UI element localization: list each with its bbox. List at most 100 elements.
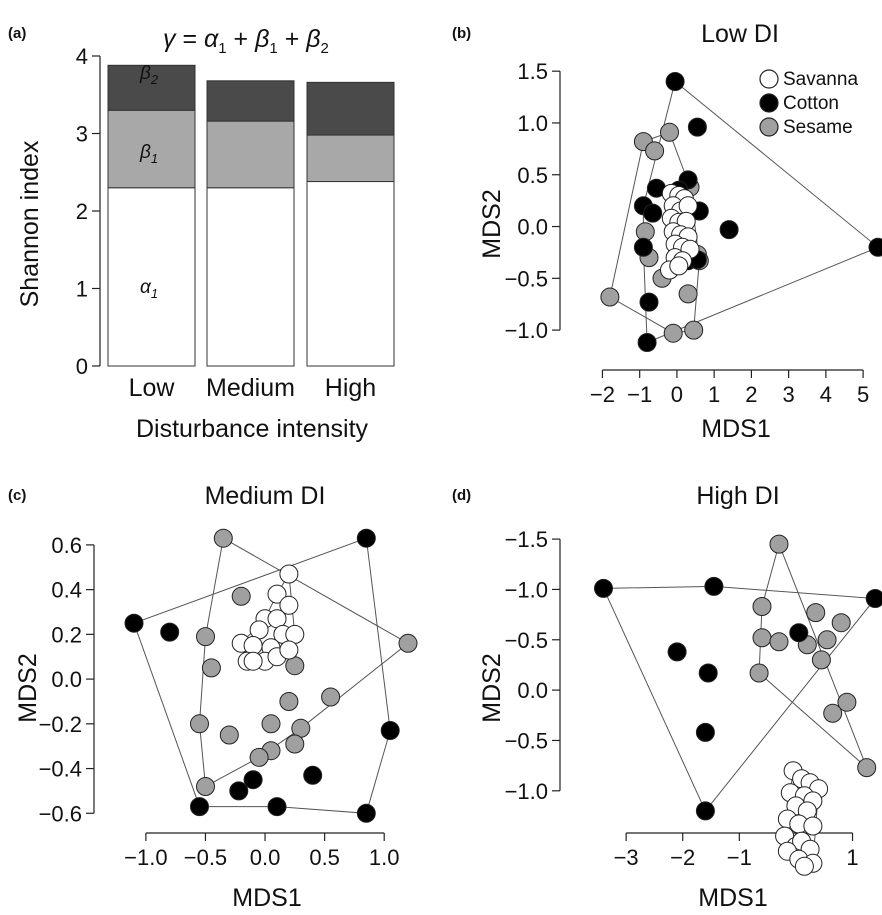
point-cotton	[637, 333, 657, 352]
legend-cotton-label: Cotton	[783, 93, 839, 114]
y-tick-label: 0	[76, 354, 88, 379]
y-tick-label: 4	[76, 44, 88, 69]
alpha1-segment-label: α1	[140, 277, 158, 301]
point-cotton	[356, 528, 376, 548]
x-tick-label: 2	[745, 382, 757, 407]
point-savanna	[279, 595, 299, 615]
panel-a-y-axis-label: Shannon index	[16, 140, 44, 307]
y-tick-label: 0.4	[51, 578, 82, 603]
y-tick-label: 1.0	[517, 111, 548, 136]
panel-d-x-axis-label: MDS1	[698, 884, 767, 912]
panel-a-bar-chart: (a) γ = α1 + β1 + β2 Shannon index Distu…	[8, 25, 395, 443]
x-tick-label: 1	[846, 845, 858, 870]
legend-savanna-label: Savanna	[783, 69, 858, 90]
panel-b-scatter: (b) Low DI MDS2 MDS1 −1.0 −0.5 0.0 0.5 1.0 1.…	[452, 20, 882, 443]
y-tick-label: 0.0	[517, 678, 548, 703]
panel-b-label: (b)	[452, 25, 471, 42]
x-tick-label: −3	[614, 845, 639, 870]
point-cotton	[667, 642, 687, 662]
point-sesame	[831, 613, 851, 633]
panel-c-label: (c)	[8, 487, 26, 504]
panel-b-x-axis-label: MDS1	[701, 415, 770, 443]
point-sesame	[201, 658, 221, 678]
gamma-symbol: γ	[163, 25, 177, 53]
point-savanna	[267, 584, 287, 604]
equals-sign: =	[176, 25, 205, 53]
panel-a-x-axis-label: Disturbance intensity	[136, 415, 369, 443]
panel-a-segment-labels: β2 β1 α1	[139, 63, 159, 301]
bar-high-segment-3	[306, 81, 395, 136]
beta1-symbol: β	[254, 25, 269, 53]
y-tick-label: 3	[76, 122, 88, 147]
y-tick-label: −0.5	[505, 728, 548, 753]
legend-cotton-marker	[759, 93, 779, 113]
x-tick-label: −2	[670, 845, 695, 870]
x-tick-label: −1	[627, 382, 652, 407]
point-sesame	[219, 725, 239, 745]
legend-sesame-marker	[759, 117, 779, 137]
x-tick-label: −1	[727, 845, 752, 870]
y-tick-label: −0.6	[39, 801, 82, 826]
y-tick-label: 0.2	[51, 622, 82, 647]
point-sesame	[398, 633, 418, 653]
point-cotton	[704, 576, 724, 596]
point-sesame	[213, 528, 233, 548]
point-sesame	[678, 284, 698, 304]
point-cotton	[789, 623, 809, 643]
point-cotton	[229, 781, 249, 801]
bar-medium-segment-3	[206, 80, 295, 122]
point-cotton	[267, 797, 287, 817]
point-cotton	[695, 801, 715, 821]
point-cotton	[698, 663, 718, 683]
panel-d-plot-area: −1.5−1.0−0.50.0−0.5−1.0−3−2−101	[505, 527, 882, 876]
alpha-symbol: α	[204, 25, 219, 53]
point-sesame	[857, 758, 877, 778]
x-tick-label: −2	[590, 382, 615, 407]
point-sesame	[769, 632, 789, 652]
legend-sesame-label: Sesame	[783, 117, 853, 138]
point-sesame	[600, 287, 620, 307]
point-sesame	[660, 122, 679, 142]
point-cotton	[868, 237, 882, 257]
y-tick-label: 1.5	[517, 59, 548, 84]
bar-high-segment-2	[306, 134, 395, 183]
panel-a-title-formula: γ = α1 + β1 + β2	[163, 25, 329, 57]
y-tick-label: −0.5	[505, 628, 548, 653]
point-cotton	[687, 117, 707, 137]
x-tick-label: −0.5	[184, 845, 227, 870]
y-tick-label: −1.0	[505, 779, 548, 804]
point-cotton	[639, 292, 659, 312]
point-cotton	[356, 803, 376, 823]
point-sesame	[749, 663, 769, 683]
panel-d-scatter: (d) High DI MDS2 MDS1 −1.5 −1.0 −0.5 0.0 −0.…	[452, 482, 882, 912]
point-cotton	[695, 722, 715, 742]
beta1-subscript: 1	[269, 40, 277, 57]
alpha-subscript: 1	[218, 40, 226, 57]
beta2-segment-label: β2	[139, 63, 159, 87]
x-tick-label: 5	[857, 382, 869, 407]
point-sesame	[817, 630, 837, 650]
beta2-symbol: β	[305, 25, 320, 53]
x-tick-label: 3	[783, 382, 795, 407]
panel-c-x-axis-label: MDS1	[232, 884, 301, 912]
legend-savanna-marker	[759, 69, 779, 89]
bar-medium-segment-2	[206, 120, 295, 189]
panel-b-y-axis-label: MDS2	[478, 189, 506, 258]
x-tick-label: −1.0	[124, 845, 167, 870]
panel-a-bars	[107, 64, 395, 367]
panel-a-axes: Low Medium High 0 1 2 3 4	[76, 44, 376, 402]
point-sesame	[249, 747, 269, 767]
point-cotton	[380, 721, 400, 740]
panel-c-scatter: (c) Medium DI MDS2 MDS1 −0.6 −0.4 −0.2 0.0 0…	[8, 482, 418, 912]
point-sesame	[823, 703, 843, 723]
panel-d-title: High DI	[696, 482, 779, 510]
x-tick-label-medium: Medium	[206, 374, 295, 402]
point-cotton	[865, 589, 882, 608]
panel-c-y-axis-label: MDS2	[14, 653, 42, 722]
plus-sign-2: +	[278, 25, 307, 53]
panel-c-plot-area: −0.6 −0.4 −0.2 0.0 0.2 0.4 0.6 −1.0 −0.5 0.0 0.5 1.…	[39, 528, 418, 870]
point-cotton	[303, 765, 323, 785]
point-cotton	[665, 72, 685, 91]
panel-d-label: (d)	[452, 487, 471, 504]
point-sesame	[752, 628, 772, 648]
